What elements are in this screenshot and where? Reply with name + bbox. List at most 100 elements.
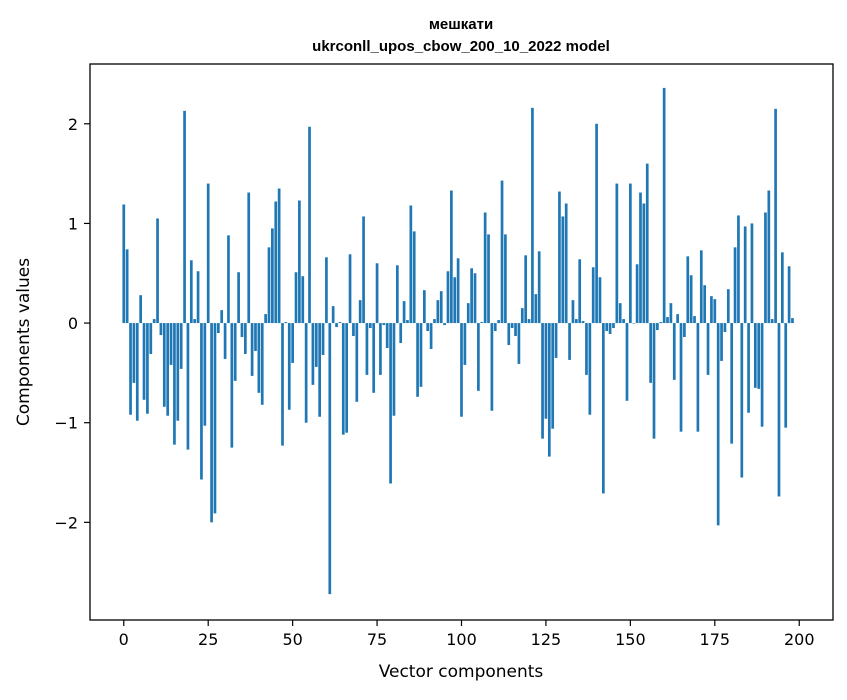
bar-component-143	[605, 323, 609, 332]
bar-component-82	[399, 323, 403, 343]
bar-component-106	[480, 322, 484, 324]
bar-component-73	[368, 323, 372, 329]
plot-frame	[89, 63, 834, 621]
bar-component-116	[514, 323, 517, 337]
bar-component-54	[304, 323, 308, 423]
bar-component-65	[341, 323, 345, 435]
bar-component-130	[561, 216, 565, 324]
bar-component-135	[578, 259, 582, 324]
bar-component-26	[210, 323, 213, 523]
bar-component-76	[379, 323, 382, 375]
bar-component-35	[240, 323, 244, 338]
bar-component-49	[287, 323, 291, 410]
chart-title: мешкати	[429, 16, 493, 33]
bar-component-11	[159, 323, 163, 336]
bar-component-100	[460, 323, 463, 417]
bar-component-28	[216, 323, 220, 334]
bar-component-168	[689, 275, 693, 324]
bar-component-151	[632, 323, 636, 324]
bar-component-92	[433, 319, 436, 324]
bar-component-127	[551, 323, 555, 429]
bar-component-162	[669, 303, 673, 324]
x-tick-label: 25	[198, 630, 218, 649]
bar-component-87	[416, 323, 419, 397]
bar-component-178	[723, 323, 727, 333]
bar-component-109	[490, 323, 494, 411]
bar-component-29	[220, 310, 224, 324]
y-axis: −2 −1 0 1 2	[54, 115, 90, 532]
bar-component-23	[200, 323, 203, 480]
bar-component-196	[784, 323, 788, 428]
bar-component-33	[233, 323, 237, 381]
bar-component-2	[129, 323, 132, 415]
bar-component-50	[291, 323, 294, 363]
bar-component-51	[294, 272, 298, 324]
bar-component-170	[696, 323, 700, 432]
y-tick-label: −2	[54, 513, 78, 532]
bar-component-124	[541, 323, 544, 439]
y-tick-label: 0	[68, 314, 78, 333]
bar-component-91	[429, 323, 433, 349]
bar-component-83	[402, 301, 406, 324]
bar-component-81	[395, 265, 399, 324]
bar-component-46	[277, 188, 281, 324]
bar-component-198	[791, 318, 794, 324]
bar-component-88	[419, 323, 423, 387]
bar-component-161	[666, 317, 669, 324]
chart-subtitle: ukrconll_upos_cbow_200_10_2022 model	[312, 38, 610, 55]
bar-component-172	[703, 285, 707, 324]
bar-component-25	[206, 183, 210, 324]
bar-component-7	[146, 323, 149, 414]
bar-component-157	[652, 323, 656, 439]
bar-component-95	[443, 323, 446, 326]
bar-component-60	[325, 257, 328, 324]
bar-component-137	[585, 323, 588, 375]
bar-component-165	[679, 323, 683, 432]
bar-component-56	[311, 323, 315, 385]
bar-component-53	[301, 276, 305, 324]
bar-component-18	[183, 110, 186, 324]
y-tick-label: −1	[54, 414, 78, 433]
bar-component-139	[591, 267, 595, 324]
bar-component-67	[348, 254, 352, 324]
bar-component-164	[676, 314, 679, 324]
bar-component-125	[544, 323, 548, 419]
bar-component-17	[179, 323, 183, 369]
bar-component-0	[122, 204, 126, 324]
bar-component-48	[284, 322, 288, 324]
bar-component-155	[645, 163, 649, 324]
bar-component-30	[223, 323, 227, 359]
y-tick-label: 2	[68, 115, 78, 134]
bar-component-118	[520, 308, 524, 324]
x-tick-label: 75	[367, 630, 387, 649]
bar-component-154	[642, 203, 646, 324]
bar-component-44	[271, 228, 274, 324]
bar-component-40	[257, 323, 261, 393]
bar-component-181	[733, 247, 737, 324]
bar-component-149	[625, 323, 629, 401]
bar-component-12	[162, 323, 166, 407]
bar-component-192	[770, 319, 774, 324]
x-tick-label: 100	[446, 630, 477, 649]
bar-component-21	[193, 319, 197, 324]
bar-component-173	[706, 323, 710, 375]
bar-component-160	[662, 87, 666, 324]
bar-component-41	[260, 323, 264, 405]
bar-component-90	[426, 323, 430, 332]
bar-component-122	[534, 294, 538, 324]
bar-component-43	[267, 247, 271, 324]
bar-component-158	[656, 323, 659, 331]
bar-component-159	[659, 322, 663, 324]
x-axis: 0 25 50 75 100 125 150 175 200	[119, 620, 815, 649]
bar-component-191	[767, 190, 771, 324]
bar-component-32	[230, 323, 234, 448]
x-tick-label: 175	[700, 630, 731, 649]
bar-component-10	[156, 218, 159, 324]
bar-component-66	[345, 323, 349, 433]
bar-component-69	[355, 323, 359, 402]
bar-component-152	[635, 264, 639, 324]
bar-component-55	[308, 126, 311, 324]
bar-component-153	[639, 192, 642, 324]
bar-component-177	[720, 323, 723, 361]
bar-component-42	[264, 314, 267, 324]
